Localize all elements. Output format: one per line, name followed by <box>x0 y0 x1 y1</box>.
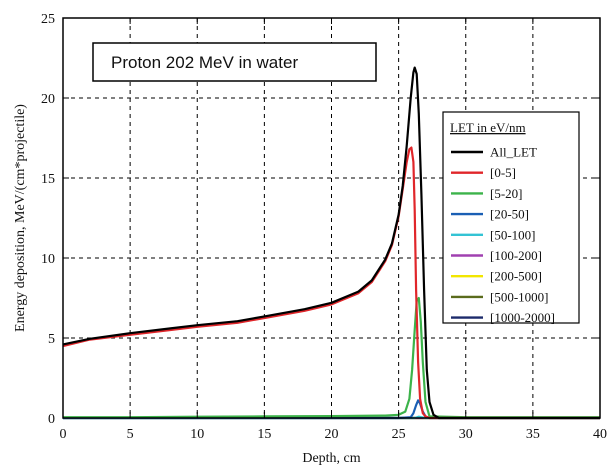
x-tick-label: 5 <box>127 427 134 442</box>
legend-label-0-5: [0-5] <box>490 165 516 180</box>
y-tick-label: 0 <box>48 412 55 427</box>
series-line-all-let <box>62 66 600 420</box>
legend-label-500-1000: [500-1000] <box>490 289 549 304</box>
axis-ticks: 0 5 10 15 20 25 30 35 40 0 5 10 15 20 25 <box>41 12 607 442</box>
legend-label-100-200: [100-200] <box>490 248 542 263</box>
x-tick-label: 20 <box>325 427 339 442</box>
x-tick-label: 40 <box>593 427 607 442</box>
legend-label-all-let: All_LET <box>490 145 537 160</box>
x-tick-label: 15 <box>257 427 271 442</box>
legend-label-1000-2000: [1000-2000] <box>490 310 555 325</box>
legend-items: All_LET [0-5] [5-20] [20-50] [50-100] [100-20… <box>451 145 555 325</box>
x-tick-label: 25 <box>392 427 406 442</box>
y-tick-label: 5 <box>48 332 55 347</box>
legend: LET in eV/nm All_LET [0-5] [5-20] [20-50] [5… <box>442 111 580 325</box>
y-tick-label: 10 <box>41 252 55 267</box>
y-axis-label: Energy deposition, MeV/(cm*projectile) <box>13 104 28 332</box>
x-tick-label: 35 <box>526 427 540 442</box>
x-axis-label: Depth, cm <box>302 451 360 466</box>
y-tick-label: 25 <box>41 12 55 27</box>
legend-label-5-20: [5-20] <box>490 186 523 201</box>
x-tick-label: 0 <box>60 427 67 442</box>
x-tick-label: 30 <box>459 427 473 442</box>
legend-label-50-100: [50-100] <box>490 227 536 242</box>
annotation-text: Proton 202 MeV in water <box>111 53 298 72</box>
x-tick-label: 10 <box>190 427 204 442</box>
legend-label-200-500: [200-500] <box>490 269 542 284</box>
y-tick-label: 20 <box>41 92 55 107</box>
y-tick-label: 15 <box>41 172 55 187</box>
series-line-5-20 <box>63 296 600 419</box>
legend-label-20-50: [20-50] <box>490 207 529 222</box>
legend-title: LET in eV/nm <box>450 120 526 135</box>
legend-box <box>442 111 580 324</box>
annotation-box: Proton 202 MeV in water <box>92 42 377 82</box>
